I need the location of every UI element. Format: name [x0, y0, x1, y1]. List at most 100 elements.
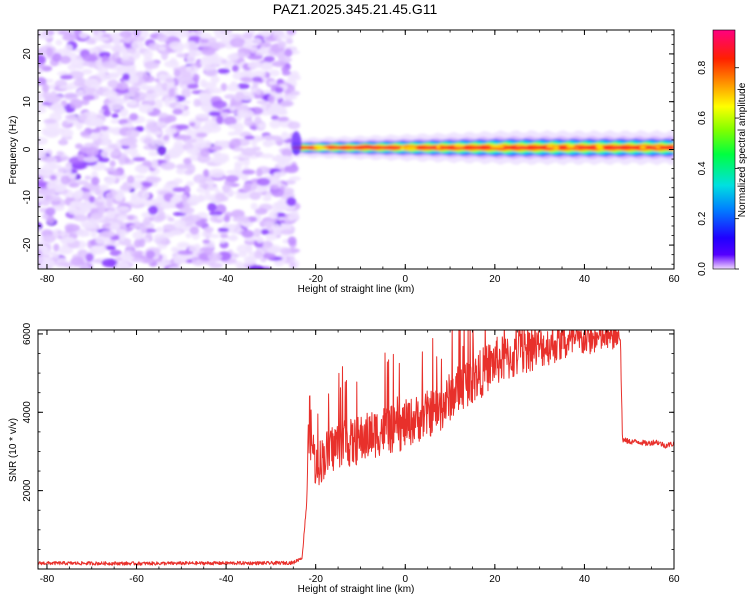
spectrogram-noise-blob [85, 253, 94, 262]
spectrogram-noise-blob [60, 155, 70, 161]
spectrogram-noise-blob [80, 220, 95, 226]
spectrogram-noise-blob [95, 235, 106, 245]
spectrogram-noise-blob [109, 249, 122, 257]
spectrogram-noise-blob [249, 184, 256, 191]
spectrogram-noise-blob [119, 232, 126, 242]
spectrogram-noise-blob [259, 153, 274, 159]
spectrogram-band-peak [370, 146, 380, 149]
spectrogram-noise-blob [115, 261, 130, 269]
spectrogram-noise-blob [143, 61, 160, 70]
x-tick-label: -20 [308, 274, 323, 285]
spectrogram-noise-blob [247, 61, 261, 69]
spectrogram-noise-blob [269, 69, 281, 77]
spectrogram-noise-blob [183, 157, 192, 165]
spectrogram-noise-blob [103, 109, 112, 117]
spectrogram-noise-blob [63, 92, 79, 101]
spectrogram-noise-blob [147, 89, 154, 95]
spectrogram-noise-blob [119, 30, 133, 39]
spectrogram-noise-blob [38, 227, 42, 233]
spectrogram-noise-blob [82, 54, 98, 63]
spectrogram-noise-blob [189, 226, 200, 235]
spectrogram-noise-blob [129, 224, 143, 229]
spectrogram-noise-blob [81, 68, 93, 75]
spectrogram-noise-blob [175, 124, 190, 130]
spectrogram-noise-blob [67, 205, 76, 215]
spectrogram-noise-blob [130, 192, 138, 200]
spectrogram-noise-blob [290, 90, 301, 96]
spectrogram-noise-blob [257, 122, 266, 129]
spectrogram-noise-blob [176, 241, 190, 249]
spectrogram-noise-blob [172, 187, 186, 193]
spectrogram-noise-blob [81, 264, 90, 269]
spectrogram-noise-blob [214, 153, 229, 160]
x-tick-label: -80 [40, 274, 55, 285]
spectrogram-noise-blob [58, 30, 72, 36]
spectrogram-noise-blob [276, 116, 289, 122]
spectrogram-noise-blob [262, 195, 271, 202]
spectrogram-noise-blob [173, 219, 186, 229]
spectrogram-noise-blob [129, 113, 139, 121]
spectrogram-band-peak [546, 145, 554, 148]
x-tick-label: -20 [308, 574, 323, 585]
spectrogram-noise-blob [118, 156, 126, 166]
x-tick-label: 40 [579, 574, 591, 585]
spectrogram-noise-blob [101, 258, 117, 268]
spectrogram-noise-blob [110, 170, 121, 177]
spectrogram-noise-blob [63, 262, 73, 268]
spectrogram-noise-blob [168, 87, 176, 98]
spectrogram-noise-blob [166, 183, 179, 188]
spectrogram-y-ticks: -20 -10 0 10 20 [22, 34, 674, 265]
spectrogram-noise-blob [208, 111, 221, 117]
spectrogram-noise-blob [40, 155, 56, 163]
spectrogram-noise-blob [287, 236, 297, 246]
spectrogram-noise-blob [82, 94, 95, 101]
colorbar-tick-label: 0.0 [697, 262, 708, 276]
snr-y-ticks: 2000 4000 6000 [22, 322, 674, 550]
spectrogram-noise-blob [60, 128, 74, 138]
colorbar-tick-label: 0.2 [697, 211, 708, 225]
spectrogram-noise-blob [58, 85, 72, 90]
spectrogram-noise-blob [109, 222, 121, 231]
spectrogram-noise-blob [265, 233, 278, 241]
spectrogram-noise-blob [113, 257, 123, 262]
spectrogram-noise-blob [64, 114, 78, 120]
spectrogram-noise-blob [113, 52, 121, 59]
spectrogram-noise-blob [76, 229, 90, 238]
spectrogram-band-peak [610, 147, 618, 150]
spectrogram-noise-blob [41, 83, 50, 93]
spectrogram-noise-blob [57, 182, 67, 192]
spectrogram-noise-blob [82, 86, 97, 96]
spectrogram-noise-blob [169, 57, 178, 66]
spectrogram-noise-blob [110, 44, 126, 53]
spectrogram-noise-blob [165, 114, 177, 123]
spectrogram-noise-blob [203, 247, 214, 256]
spectrogram-noise-blob [207, 252, 223, 261]
colorbar-fade [713, 30, 735, 269]
spectrogram-noise-blob [56, 71, 70, 76]
spectrogram-noise-blob [248, 265, 264, 269]
spectrogram-noise-blob [247, 54, 263, 60]
spectrogram-band-peak [388, 147, 400, 150]
spectrogram-noise-blob [44, 128, 60, 138]
snr-series-line [38, 330, 674, 566]
spectrogram-noise-blob [102, 90, 118, 98]
spectrogram-noise-blob [141, 181, 153, 188]
spectrogram-noise-blob [226, 84, 240, 92]
spectrogram-noise-blob [241, 169, 256, 175]
spectrogram-noise-blob [142, 85, 152, 91]
spectrogram-noise-region [38, 30, 302, 269]
spectrogram-noise-blob [75, 189, 84, 197]
spectrogram-noise-blob [132, 231, 144, 240]
x-tick-label: 0 [402, 274, 408, 285]
spectrogram-noise-blob [185, 181, 195, 187]
spectrogram-noise-blob [200, 47, 216, 56]
spectrogram-noise-blob [145, 250, 156, 259]
spectrogram-noise-blob [208, 211, 223, 216]
spectrogram-noise-blob [46, 182, 54, 189]
spectrogram-noise-blob [154, 99, 163, 110]
spectrogram-noise-blob [137, 96, 146, 102]
spectrogram-noise-blob [125, 129, 140, 138]
spectrogram-noise-blob [272, 30, 285, 36]
spectrogram-noise-blob [175, 163, 190, 170]
spectrogram-noise-blob [38, 77, 47, 86]
